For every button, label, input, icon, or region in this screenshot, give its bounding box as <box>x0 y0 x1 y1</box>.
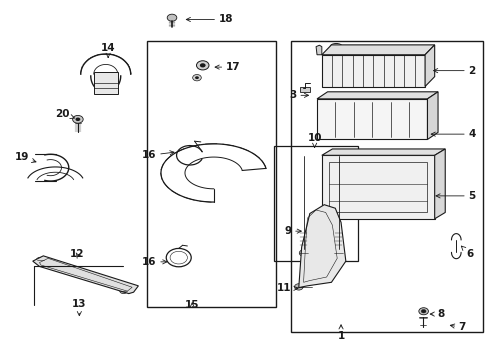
Polygon shape <box>322 45 435 55</box>
Circle shape <box>419 308 428 315</box>
Circle shape <box>294 284 303 290</box>
Circle shape <box>75 118 80 121</box>
Text: 20: 20 <box>55 109 74 119</box>
Text: 14: 14 <box>101 43 116 57</box>
Polygon shape <box>322 149 445 155</box>
Circle shape <box>73 116 83 123</box>
Text: 8: 8 <box>430 309 444 319</box>
Bar <box>322 55 425 86</box>
Text: 7: 7 <box>450 323 466 333</box>
Text: 10: 10 <box>307 133 322 147</box>
Text: 4: 4 <box>431 129 476 139</box>
Bar <box>317 99 427 139</box>
Circle shape <box>167 14 177 21</box>
Text: 11: 11 <box>277 283 298 293</box>
Polygon shape <box>425 45 435 86</box>
Polygon shape <box>435 149 445 219</box>
Bar <box>322 155 435 219</box>
Bar <box>291 41 483 332</box>
Text: 5: 5 <box>436 191 475 201</box>
Polygon shape <box>33 256 138 294</box>
Bar <box>329 162 427 212</box>
Text: 13: 13 <box>72 299 87 316</box>
Bar <box>147 41 276 307</box>
Text: 16: 16 <box>142 150 174 160</box>
Circle shape <box>195 76 199 79</box>
Circle shape <box>334 250 343 256</box>
Text: 3: 3 <box>290 90 309 100</box>
Polygon shape <box>316 45 322 55</box>
Polygon shape <box>427 92 438 139</box>
Text: 9: 9 <box>285 226 301 236</box>
Polygon shape <box>317 92 438 99</box>
Bar <box>274 147 358 261</box>
Text: 12: 12 <box>70 249 84 259</box>
Circle shape <box>120 288 127 294</box>
Circle shape <box>421 310 426 313</box>
Text: 1: 1 <box>338 325 344 341</box>
Circle shape <box>36 257 45 264</box>
Circle shape <box>193 75 201 81</box>
Bar <box>300 86 310 92</box>
Text: 15: 15 <box>185 300 199 310</box>
Text: 16: 16 <box>142 257 167 267</box>
Text: 2: 2 <box>434 66 475 76</box>
Polygon shape <box>94 72 118 94</box>
Polygon shape <box>299 205 346 288</box>
Text: 19: 19 <box>15 152 36 162</box>
Circle shape <box>299 250 308 256</box>
Circle shape <box>200 63 206 67</box>
Text: 18: 18 <box>186 14 233 24</box>
Text: 17: 17 <box>215 62 241 72</box>
Circle shape <box>196 61 209 70</box>
Text: 6: 6 <box>462 246 473 259</box>
